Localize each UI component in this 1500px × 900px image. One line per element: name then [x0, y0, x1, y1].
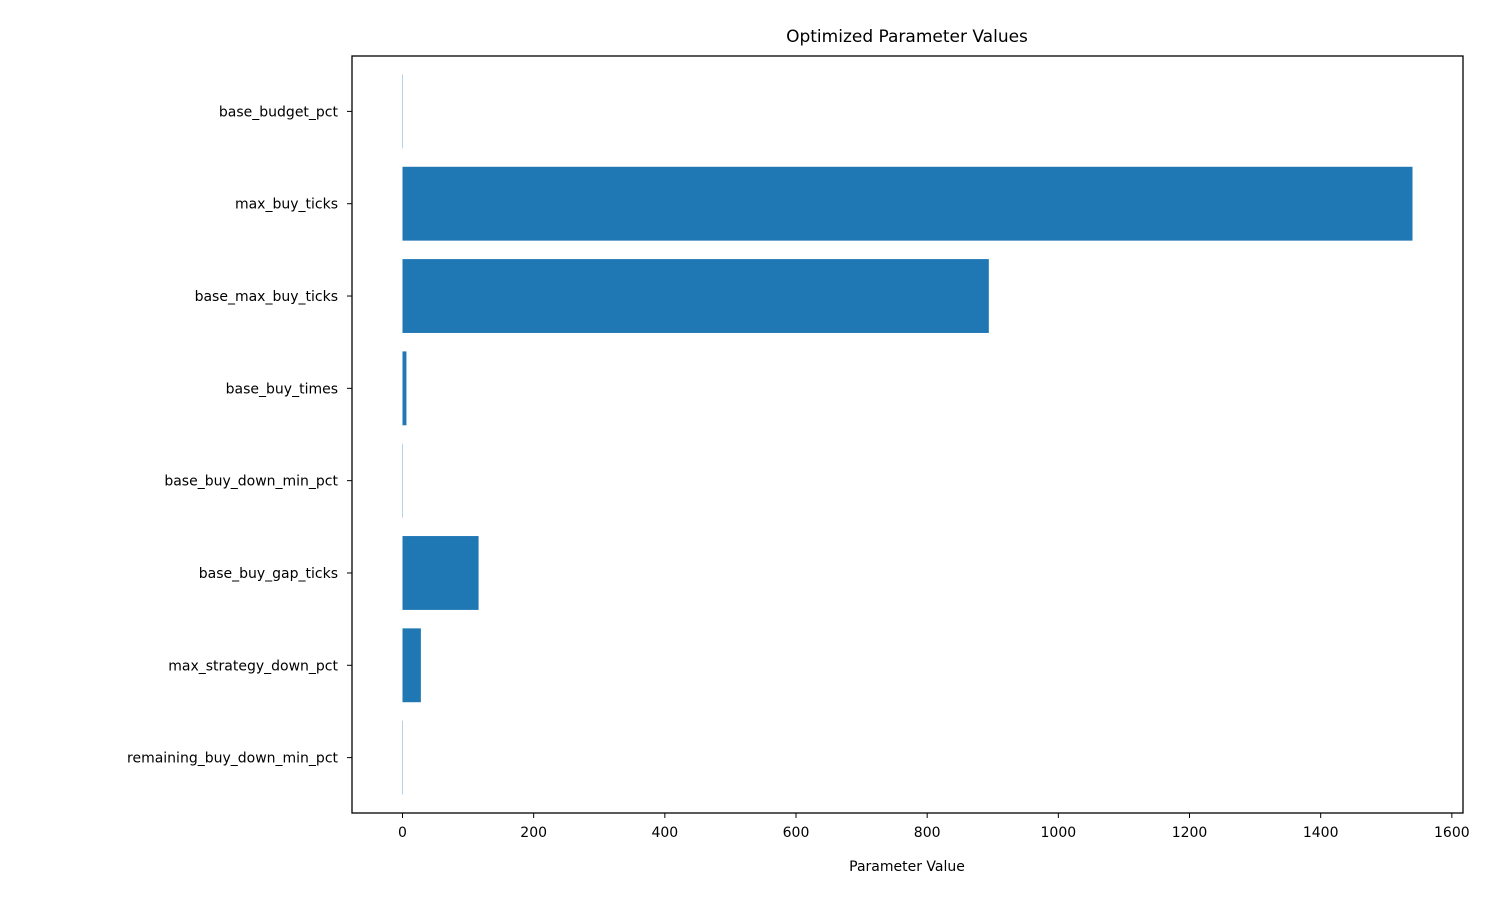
bar-base-buy-gap-ticks	[402, 536, 479, 610]
x-tick-label: 0	[398, 825, 407, 841]
y-tick-label: base_buy_times	[226, 381, 338, 397]
x-tick-label: 1000	[1041, 825, 1077, 841]
bars-layer	[402, 74, 1413, 795]
bar-max-buy-ticks	[402, 166, 1413, 241]
y-tick-label: max_buy_ticks	[235, 197, 338, 213]
y-tick-label: base_max_buy_ticks	[195, 289, 338, 305]
y-tick-label: base_buy_down_min_pct	[164, 474, 338, 490]
x-tick-label: 600	[783, 825, 810, 841]
x-tick-label: 200	[520, 825, 547, 841]
x-tick-label: 1400	[1303, 825, 1339, 841]
bar-base-buy-times	[402, 351, 407, 426]
y-tick-label: remaining_buy_down_min_pct	[127, 751, 338, 767]
x-tick-label: 1600	[1434, 825, 1470, 841]
y-axis: base_budget_pct max_buy_ticks base_max_buy…	[127, 104, 352, 767]
x-axis: 0 200 400 600 800 1000 1200 1400 1600	[398, 813, 1470, 841]
x-axis-label: Parameter Value	[849, 859, 965, 875]
x-tick-label: 800	[914, 825, 941, 841]
chart-title: Optimized Parameter Values	[786, 27, 1028, 47]
x-tick-label: 400	[651, 825, 678, 841]
y-tick-label: base_buy_gap_ticks	[199, 566, 338, 582]
x-tick-label: 1200	[1172, 825, 1208, 841]
plot-frame	[351, 55, 1464, 814]
y-tick-label: max_strategy_down_pct	[168, 658, 338, 674]
bar-max-strategy-down-pct	[402, 628, 421, 703]
y-tick-label: base_budget_pct	[219, 104, 339, 120]
bar-base-max-buy-ticks	[402, 259, 989, 333]
